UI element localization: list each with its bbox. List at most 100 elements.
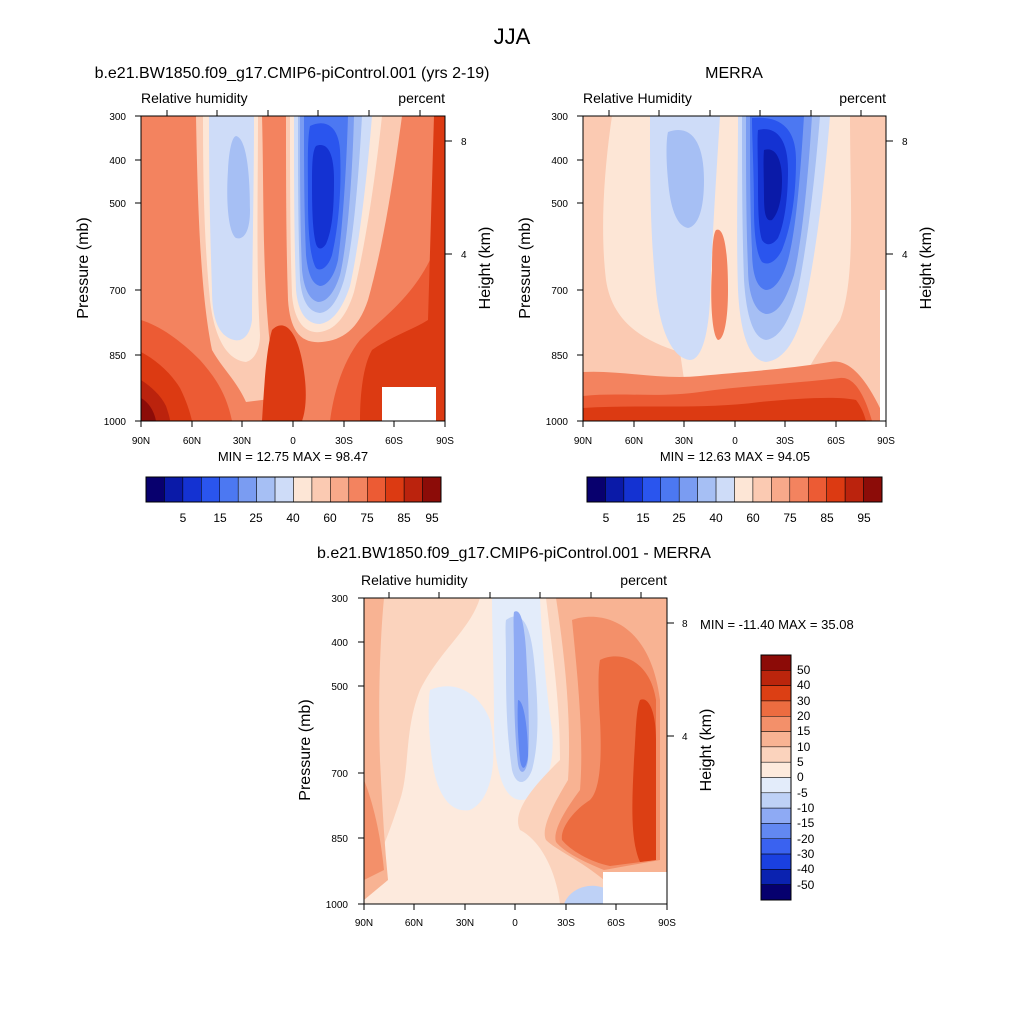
y-tick-label: 700 [109, 286, 126, 297]
y-tick-label: 400 [331, 638, 348, 649]
y-tick-label: 1000 [546, 417, 569, 428]
colorbar-box [201, 476, 220, 503]
colorbar-box [760, 853, 792, 870]
colorbar-box [760, 823, 792, 839]
colorbar-box [760, 792, 792, 809]
y2-tick-label: 4 [461, 250, 467, 261]
colorbar-label: 50 [797, 663, 811, 677]
x-tick-label: 30S [776, 436, 794, 447]
colorbar-label: 30 [797, 694, 811, 708]
colorbar-label: 15 [636, 511, 650, 525]
panel-merra: MERRA Relative Humidity percent [517, 65, 935, 525]
colorbar-box [760, 838, 792, 855]
colorbar-box [844, 476, 864, 503]
colorbar-label: 95 [857, 511, 871, 525]
y-tick-label: 500 [331, 682, 348, 693]
panel-diff-minmax: MIN = -11.40 MAX = 35.08 [700, 617, 854, 632]
colorbar-box [760, 670, 792, 686]
colorbar-box [237, 476, 257, 503]
colorbar-label: 40 [709, 511, 723, 525]
colorbar-box [760, 746, 792, 763]
field-band-neg-surface [564, 885, 610, 904]
colorbar-box [752, 476, 772, 503]
colorbar-box [274, 476, 294, 503]
colorbar-boxes [145, 476, 442, 503]
x-tick-label: 30N [675, 436, 693, 447]
y-axis-label: Pressure (mb) [517, 217, 534, 318]
panel-diff-y2-axis: 8 4 Height (km) [667, 619, 715, 791]
colorbar-box [808, 476, 827, 503]
field-band-neg-15 [517, 700, 528, 768]
panel-diff: b.e21.BW1850.f09_g17.CMIP6-piControl.001… [297, 545, 854, 929]
colorbar-label: 40 [286, 511, 300, 525]
y-tick-label: 300 [331, 594, 348, 605]
field-band-10-center [312, 145, 334, 249]
colorbar-box [642, 476, 661, 503]
field-band-neg-north [428, 686, 494, 811]
missing-data-region [382, 387, 436, 421]
colorbar-label: -40 [797, 862, 815, 876]
missing-data-region [603, 872, 667, 904]
colorbar-label: -15 [797, 816, 815, 830]
panel-model: b.e21.BW1850.f09_g17.CMIP6-piControl.001… [75, 65, 494, 525]
field-band-55-south [790, 116, 886, 421]
y2-axis-label: Height (km) [477, 227, 494, 310]
colorbar-box [660, 476, 680, 503]
colorbar-box [760, 761, 792, 778]
colorbar-label: 25 [672, 511, 686, 525]
x-tick-label: 60S [607, 918, 625, 929]
colorbar-box [605, 476, 625, 503]
colorbar-box [422, 476, 442, 503]
colorbar-label: 75 [783, 511, 797, 525]
colorbar-box [311, 476, 331, 503]
colorbar-label: -20 [797, 832, 815, 846]
panel-diff-variable-label: Relative humidity [361, 572, 468, 588]
colorbar-box [863, 476, 883, 503]
colorbar-label: -5 [797, 786, 808, 800]
y-tick-label: 400 [109, 156, 126, 167]
x-tick-label: 90S [436, 436, 454, 447]
panel-model-colorbar: 5 15 25 40 60 75 85 95 [145, 476, 442, 525]
field-band-high-north-4 [141, 398, 156, 421]
colorbar-box [145, 476, 165, 503]
panel-model-variable-label: Relative humidity [141, 90, 248, 106]
colorbar-label: -30 [797, 847, 815, 861]
panel-model-title: b.e21.BW1850.f09_g17.CMIP6-piControl.001… [95, 65, 490, 82]
panel-merra-minmax: MIN = 12.63 MAX = 94.05 [660, 449, 810, 464]
main-title: JJA [494, 24, 531, 49]
colorbar-box [771, 476, 791, 503]
colorbar-label: 60 [323, 511, 337, 525]
colorbar-label: 5 [603, 511, 610, 525]
field-band-15-north [364, 780, 384, 880]
field-band-pos-south-25 [632, 699, 656, 862]
y-axis-label: Pressure (mb) [75, 217, 92, 318]
colorbar-box [348, 476, 368, 503]
colorbar-label: 60 [746, 511, 760, 525]
colorbar-box [293, 476, 313, 503]
y-tick-label: 400 [551, 156, 568, 167]
x-tick-label: 60N [183, 436, 201, 447]
y-tick-label: 850 [109, 351, 126, 362]
colorbar-frame [760, 654, 792, 901]
x-tick-label: 60N [405, 918, 423, 929]
colorbar-box [760, 777, 792, 794]
y-tick-label: 1000 [326, 900, 349, 911]
x-tick-label: 60S [385, 436, 403, 447]
panel-diff-y-axis: 300 400 500 700 850 1000 Pressure (mb) [297, 594, 364, 911]
colorbar-box [219, 476, 239, 503]
colorbar-boxes [586, 476, 883, 503]
colorbar-box [760, 716, 792, 732]
panel-diff-x-axis: 90N 60N 30N 0 30S 60S 90S [355, 592, 676, 929]
panel-merra-colorbar: 5 15 25 40 60 75 85 95 [586, 476, 883, 525]
x-tick-label: 30N [233, 436, 251, 447]
colorbar-box [256, 476, 276, 503]
x-tick-label: 60N [625, 436, 643, 447]
colorbar-label: 40 [797, 678, 811, 692]
x-tick-label: 0 [290, 436, 296, 447]
colorbar-box [789, 476, 809, 503]
panel-diff-colorbar: 50 40 30 20 15 10 5 0 -5 -10 -15 -20 -30… [760, 654, 815, 901]
colorbar-frame [145, 476, 442, 503]
colorbar-frame [586, 476, 883, 503]
colorbar-box [760, 807, 792, 824]
field-band-10-center [763, 149, 782, 221]
